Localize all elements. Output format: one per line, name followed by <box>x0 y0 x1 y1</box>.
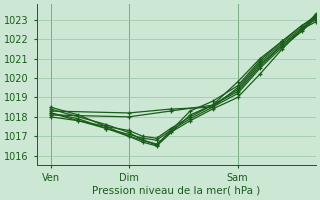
X-axis label: Pression niveau de la mer( hPa ): Pression niveau de la mer( hPa ) <box>92 186 260 196</box>
